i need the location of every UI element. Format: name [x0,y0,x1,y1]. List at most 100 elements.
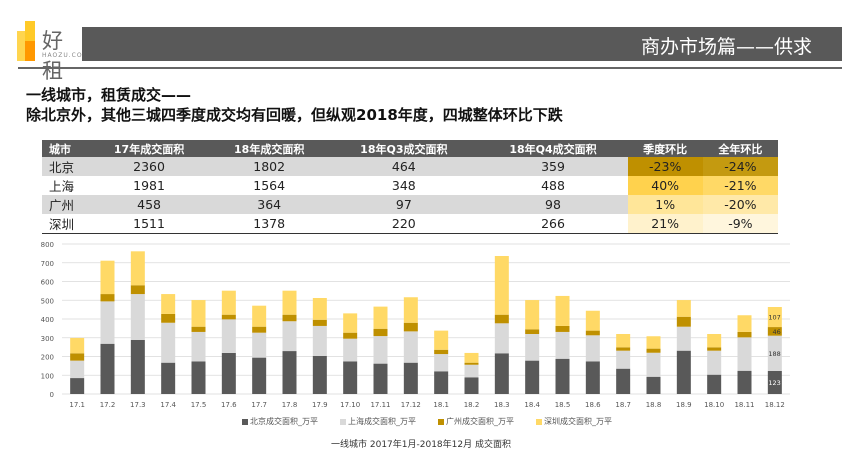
y-tick-label: 600 [41,279,54,287]
logo-subtext: HAOZU.COM [42,52,89,59]
legend-swatch [242,418,248,425]
bar-segment [434,330,449,350]
bar-segment [282,290,297,315]
bar-segment [464,377,479,394]
table-row: 上海 1981 1564 348 488 40% -21% [42,176,778,195]
y-tick-label: 300 [41,335,54,343]
bar-segment [676,316,691,327]
bar-segment [646,348,661,353]
change-cell: 1% [627,195,703,214]
x-tick-label: 17.4 [160,401,176,409]
x-tick-label: 18.12 [765,401,785,409]
bar-segment [555,331,570,359]
data-label: 107 [768,314,780,322]
bar-segment [312,325,327,356]
bar-segment [191,300,206,327]
bar-segment [555,295,570,326]
table-row: 广州 458 364 97 98 1% -20% [42,195,778,214]
column-header: 季度环比 [627,140,703,157]
change-cell: -9% [702,214,778,234]
bar-segment [676,300,691,317]
bar-segment [767,335,782,371]
bar-segment [525,329,540,334]
x-tick-label: 18.11 [734,401,754,409]
bar-segment [221,352,236,394]
y-tick-label: 100 [41,372,54,380]
x-tick-label: 18.10 [704,401,724,409]
x-tick-label: 17.12 [401,401,421,409]
city-transaction-table: 城市 17年成交面积 18年成交面积 18年Q3成交面积 18年Q4成交面积 季度环比 全年… [42,140,778,234]
header-divider [18,67,842,69]
bar-segment [737,370,752,394]
legend-label: 上海成交面积_万平 [348,417,416,426]
legend-label: 广州成交面积_万平 [446,417,514,426]
bar-segment [464,364,479,378]
headline-line-1: 一线城市，租赁成交—— [26,86,192,104]
bar-segment [130,294,145,340]
bar-segment [585,361,600,394]
bar-segment [767,307,782,328]
legend-item: 广州成交面积_万平 [438,416,514,427]
data-label: 123 [768,379,780,387]
bar-segment [100,343,115,394]
x-tick-label: 17.1 [69,401,85,409]
bar-segment [130,340,145,394]
bar-segment [252,357,267,394]
x-tick-label: 18.1 [433,401,449,409]
data-label: 46 [773,328,781,336]
x-tick-label: 18.3 [494,401,510,409]
x-tick-label: 18.8 [646,401,662,409]
bar-segment [161,322,176,363]
x-tick-label: 17.10 [340,401,360,409]
bar-segment [373,336,388,364]
legend-item: 上海成交面积_万平 [340,416,416,427]
bar-segment [161,362,176,394]
column-header: 全年环比 [702,140,778,157]
column-header: 18年Q3成交面积 [329,140,479,157]
x-tick-label: 17.9 [312,401,328,409]
legend-swatch [340,418,346,425]
y-tick-label: 200 [41,354,54,362]
change-cell: -21% [702,176,778,195]
bar-segment [403,322,418,332]
value-cell: 1981 [89,176,210,195]
bar-segment [676,326,691,351]
value-cell: 1564 [209,176,330,195]
value-cell: 97 [329,195,479,214]
logo-text: 好租 [42,29,64,83]
bar-segment [373,306,388,329]
bar-segment [616,350,631,369]
y-tick-label: 500 [41,297,54,305]
bar-segment [464,362,479,365]
headline-line-2: 除北京外，其他三城四季度成交均有回暖，但纵观2018年度，四城整体环比下跌 [26,106,563,124]
value-cell: 458 [89,195,210,214]
bar-segment [434,371,449,394]
bar-segment [70,360,85,379]
bar-segment [464,352,479,363]
change-cell: -23% [627,157,703,176]
bar-segment [676,350,691,394]
bar-segment [100,294,115,302]
data-label: 188 [768,350,780,358]
bar-segment [434,349,449,355]
bar-segment [343,313,358,333]
bar-segment [70,353,85,361]
bar-segment [100,260,115,295]
value-cell: 1378 [209,214,330,234]
column-header: 城市 [42,140,89,157]
value-cell: 2360 [89,157,210,176]
bar-segment [100,301,115,344]
value-cell: 266 [478,214,628,234]
bar-segment [555,358,570,394]
bar-segment [646,336,661,349]
column-header: 18年成交面积 [209,140,330,157]
bar-segment [767,327,782,336]
section-title: 商办市场篇——供求 [640,36,812,58]
value-cell: 1802 [209,157,330,176]
bar-segment [555,325,570,332]
x-tick-label: 18.5 [555,401,571,409]
change-cell: 21% [627,214,703,234]
bar-segment [616,347,631,351]
bar-segment [737,337,752,371]
